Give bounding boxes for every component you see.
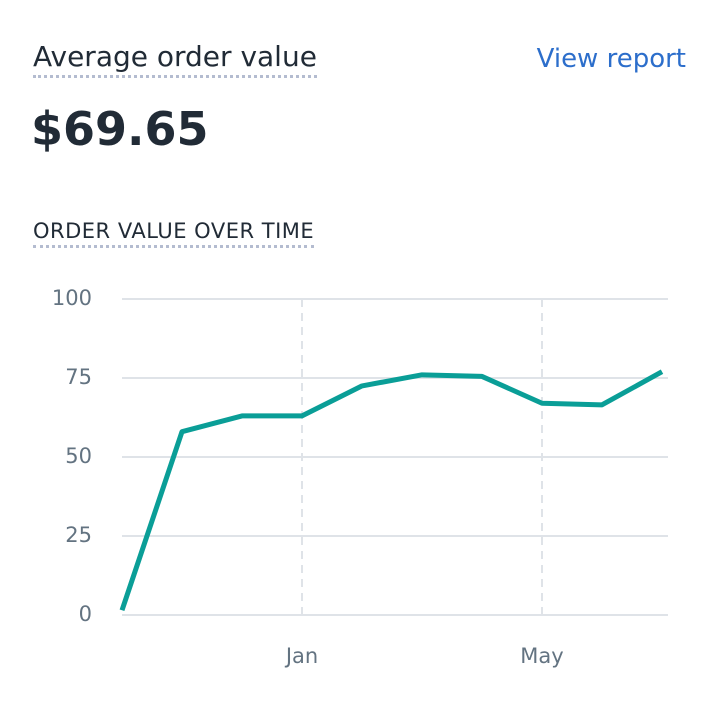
chart-title: ORDER VALUE OVER TIME bbox=[33, 219, 315, 248]
y-tick-label: 50 bbox=[65, 444, 92, 468]
metric-value: $69.65 bbox=[31, 102, 209, 156]
y-tick-label: 100 bbox=[52, 286, 92, 310]
line-series bbox=[119, 369, 664, 612]
y-tick-label: 75 bbox=[65, 365, 92, 389]
y-tick-label: 0 bbox=[79, 602, 92, 626]
y-tick-label: 25 bbox=[65, 523, 92, 547]
view-report-link[interactable]: View report bbox=[536, 44, 686, 74]
x-tick-label: Jan bbox=[284, 644, 318, 668]
x-tick-label: May bbox=[520, 644, 563, 668]
card-title: Average order value bbox=[33, 40, 317, 78]
